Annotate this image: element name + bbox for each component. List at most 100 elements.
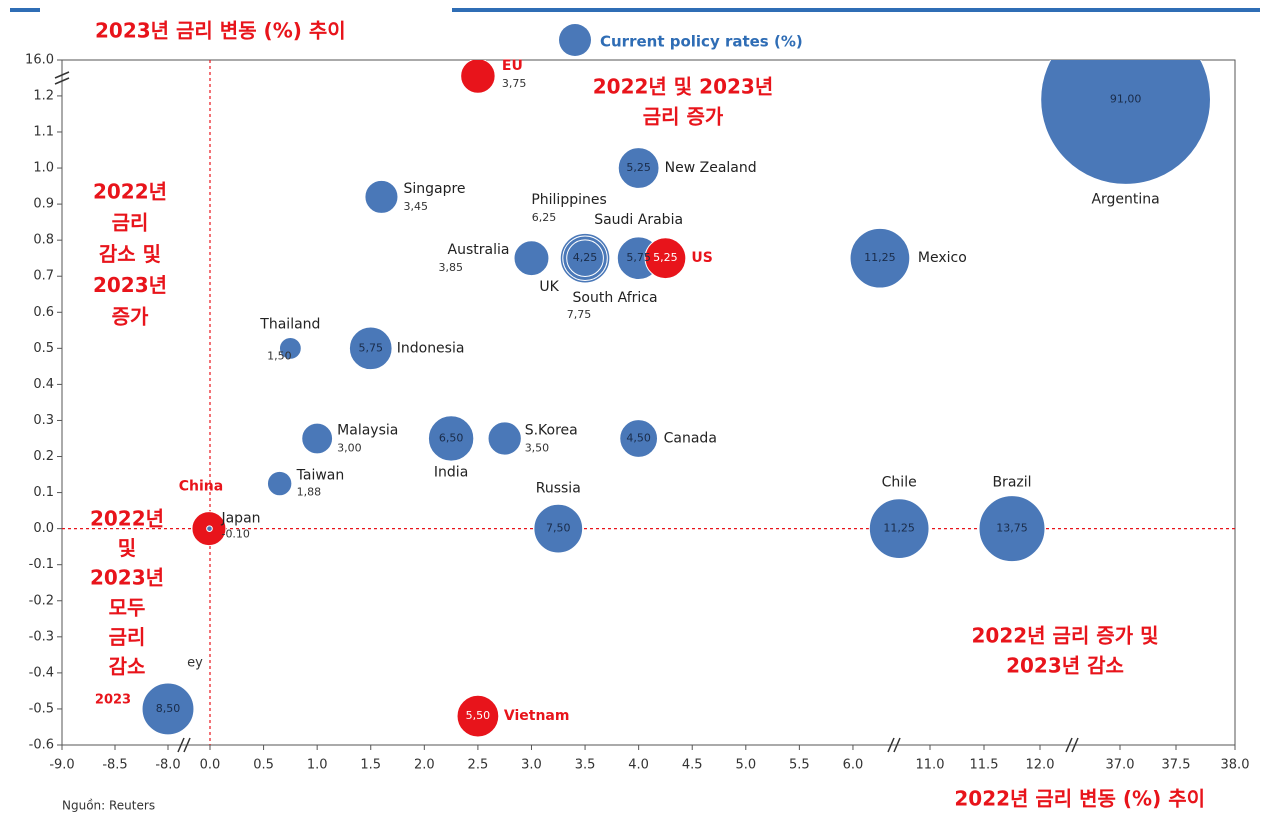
x-tick-label: 6.0 xyxy=(843,758,864,773)
rate-label: 3,50 xyxy=(525,441,550,454)
rate-label: 6,50 xyxy=(439,431,464,444)
source: Nguồn: Reuters xyxy=(62,799,155,813)
rate-label: 1,50 xyxy=(267,349,292,362)
point-label: South Africa xyxy=(573,290,658,306)
point-label: US xyxy=(691,250,712,266)
quadrant-label: 및 xyxy=(118,536,136,560)
point-label: Russia xyxy=(536,481,581,497)
bubble xyxy=(617,147,660,189)
plot-frame xyxy=(61,59,1236,746)
y-tick-label: 0.4 xyxy=(33,377,54,392)
rate-label: 5,25 xyxy=(626,161,651,174)
quadrant-label: 2023년 xyxy=(93,273,167,297)
rate-label: 5,75 xyxy=(358,341,383,354)
quadrant-label: 2023년 xyxy=(90,566,164,590)
y-tick-label: -0.6 xyxy=(29,738,54,753)
quadrant-label: 금리 증가 xyxy=(643,105,724,129)
rate-label: 7,75 xyxy=(567,308,592,321)
x-tick-label: -9.0 xyxy=(49,758,74,773)
x-tick-label: 12.0 xyxy=(1026,758,1055,773)
x-tick-label: 0.0 xyxy=(200,758,221,773)
point-label: China xyxy=(179,479,223,495)
bubble xyxy=(266,470,293,497)
y-tick-label: 0.9 xyxy=(33,197,54,212)
x-tick-label: 4.5 xyxy=(682,758,703,773)
x-tick-label: -8.0 xyxy=(155,758,180,773)
x-tick-label: 11.5 xyxy=(970,758,999,773)
rate-label: 5,50 xyxy=(466,709,491,722)
point-label: Vietnam xyxy=(504,708,570,724)
quadrant-label: 감소 xyxy=(109,655,146,679)
point-label: Thailand xyxy=(259,316,320,332)
rate-label: -0.10 xyxy=(221,528,249,541)
quadrant-label: 금리 xyxy=(112,211,149,235)
x-tick-label: 11.0 xyxy=(916,758,945,773)
point-label: Canada xyxy=(664,430,717,446)
bubble xyxy=(978,495,1046,563)
point-label: Singapre xyxy=(403,181,465,197)
quadrant-label: 2023년 감소 xyxy=(1006,654,1124,678)
axis-breaks xyxy=(54,71,1079,753)
x-tick-label: 37.5 xyxy=(1162,758,1191,773)
x-tick-label: 0.5 xyxy=(253,758,274,773)
rate-label: 1,88 xyxy=(297,486,322,499)
bubble xyxy=(619,419,659,458)
y-tick-label: -0.5 xyxy=(29,701,54,716)
point-label: Japan xyxy=(220,511,260,527)
y-tick-label: 0.6 xyxy=(33,305,54,320)
rate-label: 8,50 xyxy=(156,702,181,715)
point-label: Indonesia xyxy=(397,340,465,356)
rate-label: 3,00 xyxy=(337,441,362,454)
x-tick-label: 2.0 xyxy=(414,758,435,773)
point-label: India xyxy=(434,464,468,480)
quadrant-label: 2022년 및 2023년 xyxy=(593,75,773,99)
x-tick-label: 38.0 xyxy=(1221,758,1250,773)
bubble xyxy=(566,239,604,278)
bubble xyxy=(487,421,522,456)
rate-label: 91,00 xyxy=(1110,93,1142,106)
fragment-label: ey xyxy=(187,656,203,671)
y-tick-label: -0.2 xyxy=(29,593,54,608)
y-tick-label: 0.1 xyxy=(33,485,54,500)
y-tick-label: 0.8 xyxy=(33,233,54,248)
y-tick-label: 0.3 xyxy=(33,413,54,428)
y-tick-label: 1.1 xyxy=(33,124,54,139)
point-label: New Zealand xyxy=(665,160,757,176)
rate-label: 3,85 xyxy=(438,261,463,274)
bubble xyxy=(278,336,302,360)
bubble xyxy=(849,227,911,289)
point-label: EU xyxy=(502,58,523,74)
y-axis-title: 2023년 금리 변동 (%) 추이 xyxy=(95,19,346,43)
point-label: Australia xyxy=(448,242,510,258)
y-tick-label: 16.0 xyxy=(25,53,54,68)
bubble xyxy=(460,60,496,94)
rate-label: 5,75 xyxy=(626,251,651,264)
point-label: Philippines xyxy=(531,192,606,208)
bubble xyxy=(364,179,399,214)
y-tick-label: 0.7 xyxy=(33,269,54,284)
bubble xyxy=(868,498,930,559)
point-label: Taiwan xyxy=(296,468,345,484)
bubble xyxy=(1040,60,1211,185)
quadrant-label: 2022년 xyxy=(93,180,167,204)
bubble xyxy=(141,682,195,736)
quadrant-label: 감소 및 xyxy=(99,242,161,266)
fragment-label: 2023 xyxy=(95,693,131,708)
x-axis-title: 2022년 금리 변동 (%) 추이 xyxy=(954,787,1205,811)
rate-label: 6,25 xyxy=(532,211,557,224)
point-label: Malaysia xyxy=(337,422,398,438)
rate-label: 4,25 xyxy=(573,251,598,264)
point-label: Saudi Arabia xyxy=(594,212,683,228)
y-tick-label: -0.4 xyxy=(29,665,54,680)
bubble xyxy=(427,415,475,462)
bubble xyxy=(513,240,550,277)
bubble xyxy=(348,326,393,371)
x-tick-label: 4.0 xyxy=(628,758,649,773)
rate-label: 7,50 xyxy=(546,522,571,535)
y-tick-label: 1.0 xyxy=(33,161,54,176)
bubbles xyxy=(141,60,1211,738)
legend-marker xyxy=(559,24,591,56)
x-tick-label: 5.5 xyxy=(789,758,810,773)
point-label: Argentina xyxy=(1091,192,1159,208)
